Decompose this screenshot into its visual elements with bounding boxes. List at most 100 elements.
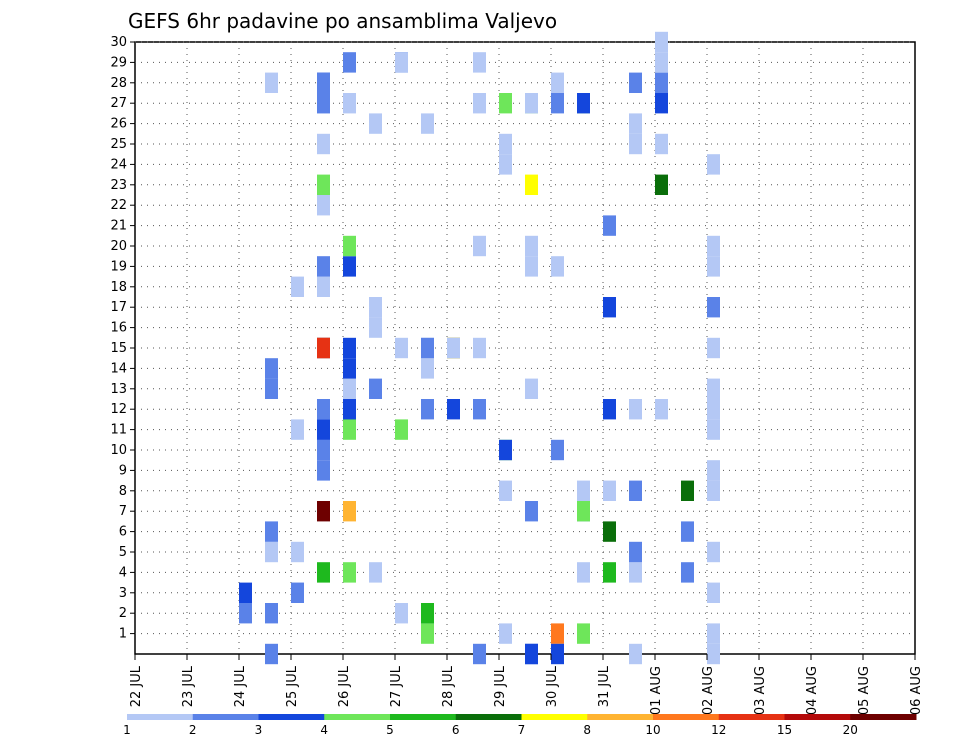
- precip-cell: [343, 501, 356, 522]
- y-tick-label: 22: [110, 198, 127, 213]
- x-tick-label: 23 JUL: [181, 665, 196, 707]
- colorbar-swatch: [390, 714, 457, 720]
- precip-cell: [499, 133, 512, 155]
- colorbar-legend: 1 2 3 4 5 6 7 8 10 12 15 20: [123, 714, 917, 737]
- precip-cell: [369, 317, 382, 338]
- y-tick-label: 11: [110, 423, 127, 438]
- precip-cell: [499, 480, 512, 501]
- colorbar-swatch: [587, 714, 654, 720]
- precip-cell: [655, 93, 668, 114]
- colorbar-label: 10: [645, 723, 660, 737]
- colorbar-label: 20: [843, 723, 858, 737]
- y-tick-label: 16: [110, 321, 127, 336]
- y-axis: 1234567891011121314151617181920212223242…: [110, 35, 135, 642]
- precip-cell: [525, 501, 538, 522]
- colorbar-swatch: [653, 714, 720, 720]
- precip-cell: [577, 93, 590, 114]
- precip-cell: [369, 113, 382, 134]
- precip-cell: [655, 174, 668, 195]
- precip-cell: [629, 562, 642, 583]
- precip-cell: [629, 541, 642, 563]
- precip-cell: [291, 419, 304, 440]
- precip-cell: [525, 174, 538, 195]
- y-tick-label: 13: [110, 382, 127, 397]
- colorbar-swatch: [784, 714, 851, 720]
- precip-cell: [317, 93, 330, 114]
- precip-cell: [603, 562, 616, 583]
- y-tick-label: 12: [110, 402, 127, 417]
- x-axis: 22 JUL 23 JUL 24 JUL 25 JUL 26 JUL 27 JUL 28 J…: [129, 654, 924, 715]
- precip-cell: [473, 235, 486, 257]
- y-tick-label: 29: [110, 55, 127, 70]
- colorbar-swatch: [192, 714, 259, 720]
- precip-cell: [395, 52, 408, 73]
- precip-cell: [421, 399, 434, 420]
- y-tick-label: 26: [110, 117, 127, 132]
- precip-cell: [707, 297, 720, 318]
- precip-cell: [707, 399, 720, 420]
- precip-cell: [707, 582, 720, 603]
- x-tick-label: 22 JUL: [129, 665, 144, 707]
- precip-cell: [525, 93, 538, 114]
- precip-cell: [265, 541, 278, 563]
- precip-cell: [265, 521, 278, 542]
- precip-cell: [395, 603, 408, 624]
- precip-cell: [343, 52, 356, 73]
- precip-cell: [369, 297, 382, 318]
- precip-cell: [551, 439, 564, 461]
- x-tick-label: 04 AUG: [805, 666, 820, 715]
- precip-cell: [577, 623, 590, 644]
- x-tick-label: 29 JUL: [493, 665, 508, 707]
- precip-cell: [317, 276, 330, 297]
- precip-cell: [265, 358, 278, 379]
- precip-cell: [343, 337, 356, 359]
- colorbar-label: 1: [123, 723, 131, 737]
- y-tick-label: 30: [110, 35, 127, 50]
- precip-cell: [291, 582, 304, 603]
- precip-cell: [551, 643, 564, 665]
- x-tick-label: 27 JUL: [389, 665, 404, 707]
- precip-cell: [551, 256, 564, 277]
- y-tick-label: 14: [110, 361, 127, 376]
- precip-cell: [525, 643, 538, 665]
- precip-cell: [655, 399, 668, 420]
- precip-cell: [421, 603, 434, 624]
- precip-cell: [577, 562, 590, 583]
- colorbar-swatch: [521, 714, 588, 720]
- precip-cell: [499, 439, 512, 461]
- precip-cell: [551, 93, 564, 114]
- colorbar-label: 12: [711, 723, 726, 737]
- precip-cell: [525, 235, 538, 257]
- y-tick-label: 7: [119, 504, 127, 519]
- precip-cell: [707, 623, 720, 644]
- precip-cell: [629, 399, 642, 420]
- precip-cell: [681, 562, 694, 583]
- precip-cell: [473, 52, 486, 73]
- precip-cell: [707, 378, 720, 399]
- precip-cell: [655, 52, 668, 73]
- precip-cell: [681, 480, 694, 501]
- precip-cell: [577, 501, 590, 522]
- grid-lines: [135, 41, 915, 654]
- x-tick-label: 06 AUG: [909, 666, 924, 715]
- colorbar-swatch: [850, 714, 917, 720]
- precip-cell: [239, 603, 252, 624]
- precip-cell: [343, 378, 356, 399]
- y-tick-label: 25: [110, 137, 127, 152]
- precip-cell: [473, 93, 486, 114]
- precip-cell: [603, 480, 616, 501]
- precip-cell: [473, 643, 486, 665]
- precip-cell: [603, 215, 616, 236]
- precip-cell: [395, 419, 408, 440]
- y-tick-label: 21: [110, 219, 127, 234]
- precip-cell: [317, 562, 330, 583]
- precip-cell: [603, 297, 616, 318]
- x-tick-label: 25 JUL: [285, 665, 300, 707]
- y-tick-label: 23: [110, 178, 127, 193]
- y-tick-label: 10: [110, 443, 127, 458]
- precip-cell: [629, 133, 642, 155]
- precip-cell: [707, 256, 720, 277]
- x-tick-label: 01 AUG: [649, 666, 664, 715]
- precip-cell: [629, 480, 642, 501]
- precip-cell: [343, 399, 356, 420]
